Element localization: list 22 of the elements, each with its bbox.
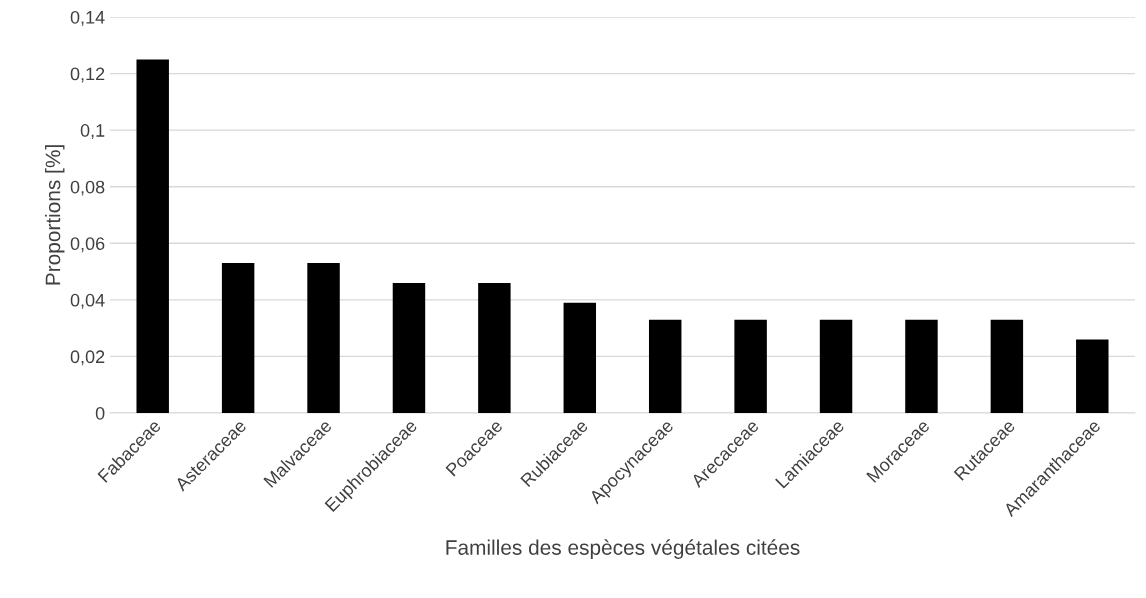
y-tick-label: 0,1 bbox=[80, 124, 105, 139]
bar bbox=[221, 263, 255, 413]
y-tick-label: 0,14 bbox=[70, 10, 105, 26]
x-axis-title: Familles des espèces végétales citées bbox=[446, 539, 800, 559]
y-tick-label: 0 bbox=[95, 406, 105, 420]
y-tick-label: 0,04 bbox=[70, 293, 105, 309]
y-tick-label: 0,06 bbox=[70, 237, 105, 253]
bar bbox=[136, 59, 169, 413]
bar bbox=[734, 319, 767, 413]
y-tick-label: 0,02 bbox=[70, 350, 105, 366]
y-axis-title: Proportions [%] bbox=[45, 145, 65, 285]
bar bbox=[1076, 339, 1109, 413]
bar bbox=[392, 282, 426, 413]
y-tick-label: 0,08 bbox=[70, 180, 105, 196]
bar bbox=[563, 302, 597, 413]
bar bbox=[478, 282, 511, 413]
bar bbox=[905, 319, 938, 413]
bar bbox=[307, 263, 340, 413]
bar bbox=[819, 319, 853, 413]
y-tick-label: 0,12 bbox=[70, 67, 105, 83]
bar bbox=[648, 319, 682, 413]
bar bbox=[990, 319, 1024, 413]
